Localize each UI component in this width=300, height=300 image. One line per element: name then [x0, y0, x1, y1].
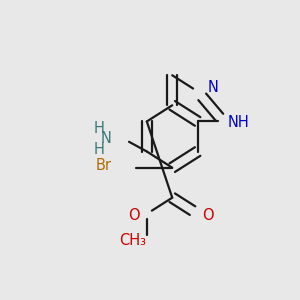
Text: N: N: [101, 131, 112, 146]
Text: Br: Br: [96, 158, 112, 173]
Text: CH₃: CH₃: [119, 233, 146, 248]
Text: H: H: [94, 121, 105, 136]
Text: O: O: [128, 208, 140, 223]
Text: O: O: [202, 208, 214, 223]
Text: N: N: [207, 80, 218, 95]
Text: NH: NH: [227, 115, 249, 130]
Text: H: H: [94, 142, 105, 157]
